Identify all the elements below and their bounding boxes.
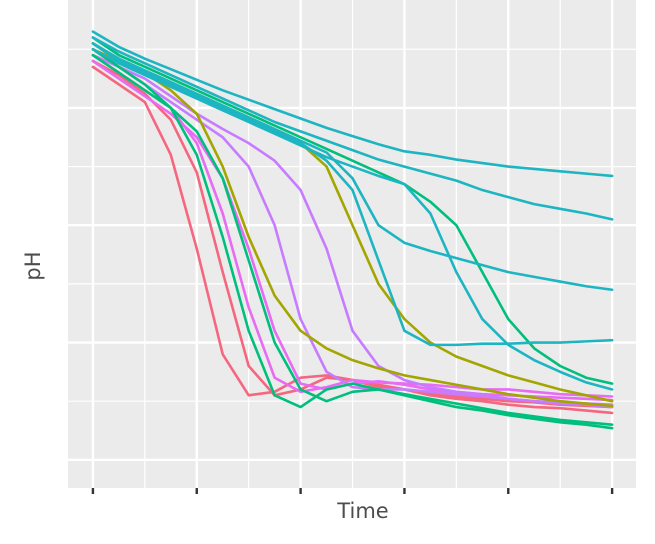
series-line: [91, 30, 614, 178]
series-line: [91, 53, 614, 409]
lines: [91, 30, 614, 430]
series-line: [91, 36, 614, 385]
x-axis-title: Time: [336, 499, 388, 523]
series-line: [91, 47, 614, 391]
series-line: [91, 36, 614, 221]
series-line: [91, 47, 614, 430]
series-line: [91, 42, 614, 408]
series-line: [91, 53, 614, 426]
series-line: [91, 42, 614, 292]
series-line: [91, 53, 614, 398]
series-line: [91, 42, 614, 347]
y-axis-title: pH: [21, 251, 45, 280]
